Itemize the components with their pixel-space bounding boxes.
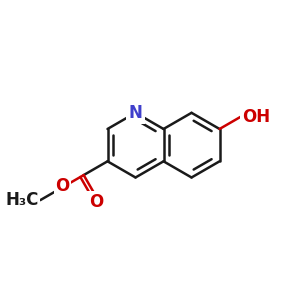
Text: O: O — [89, 193, 103, 211]
Text: H₃C: H₃C — [5, 191, 39, 209]
Text: N: N — [129, 104, 142, 122]
Text: O: O — [56, 177, 70, 195]
Text: OH: OH — [242, 108, 270, 126]
